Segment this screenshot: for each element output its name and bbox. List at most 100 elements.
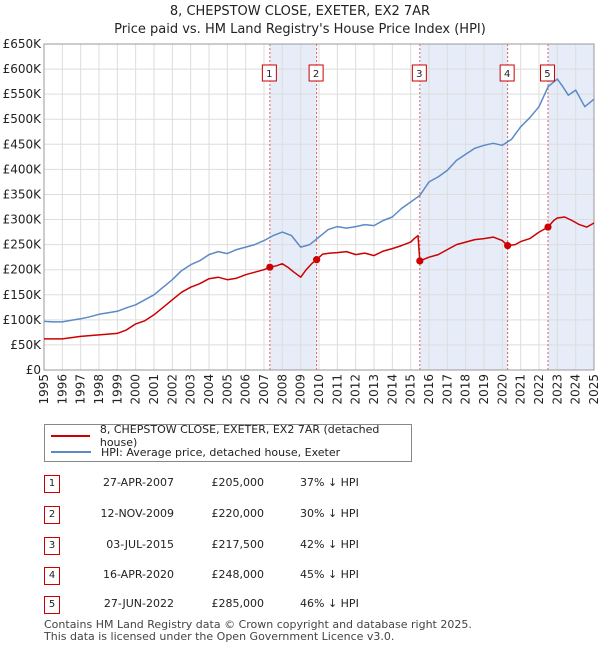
sale-label-number: 3 bbox=[416, 69, 422, 80]
y-tick-label: £400K bbox=[3, 162, 43, 176]
footer: Contains HM Land Registry data © Crown c… bbox=[44, 619, 472, 643]
x-tick-label: 2018 bbox=[459, 374, 473, 405]
x-tick-label: 2000 bbox=[129, 374, 143, 405]
sale-label-number: 2 bbox=[313, 69, 319, 80]
transaction-marker: 4 bbox=[44, 567, 60, 585]
transaction-hpi-diff: 37% ↓ HPI bbox=[300, 476, 359, 489]
y-tick-label: £450K bbox=[3, 137, 43, 151]
y-tick-label: £50K bbox=[10, 338, 42, 352]
y-tick-label: £350K bbox=[3, 187, 43, 201]
y-tick-label: £600K bbox=[3, 62, 43, 76]
x-tick-label: 2011 bbox=[330, 374, 344, 405]
transaction-hpi-diff: 45% ↓ HPI bbox=[300, 568, 359, 581]
x-tick-label: 2022 bbox=[532, 374, 546, 405]
x-tick-label: 2002 bbox=[165, 374, 179, 405]
sale-label-number: 5 bbox=[544, 69, 550, 80]
x-tick-label: 1996 bbox=[55, 374, 69, 405]
x-tick-label: 2013 bbox=[367, 374, 381, 405]
sale-point bbox=[266, 263, 274, 271]
transaction-price: £217,500 bbox=[211, 538, 265, 551]
y-tick-label: £250K bbox=[3, 238, 43, 252]
sale-label-box bbox=[499, 64, 515, 82]
transaction-price: £285,000 bbox=[211, 597, 265, 610]
y-tick-label: £550K bbox=[3, 87, 43, 101]
x-tick-label: 2014 bbox=[385, 374, 399, 405]
shaded-span bbox=[547, 44, 594, 370]
hpi-line bbox=[43, 78, 595, 323]
x-tick-label: 2009 bbox=[294, 374, 308, 405]
shaded-span bbox=[269, 44, 317, 370]
x-tick-label: 2012 bbox=[349, 374, 363, 405]
sale-point bbox=[313, 256, 321, 264]
y-tick-label: £150K bbox=[3, 288, 43, 302]
transaction-hpi-diff: 42% ↓ HPI bbox=[300, 538, 359, 551]
legend-item-hpi: HPI: Average price, detached house, Exet… bbox=[51, 444, 340, 460]
transaction-marker: 5 bbox=[44, 596, 60, 614]
transaction-row: 1 27-APR-2007 £205,000 37% ↓ HPI bbox=[44, 475, 464, 493]
x-tick-label: 2020 bbox=[495, 374, 509, 405]
price-chart: £0 £50K £100K £150K £200K £250K £300K £350K £400… bbox=[3, 37, 600, 405]
y-tick-label: £300K bbox=[3, 213, 43, 227]
y-tick-label: £100K bbox=[3, 313, 43, 327]
sale-point bbox=[416, 257, 424, 265]
legend-hpi-swatch bbox=[51, 451, 91, 453]
x-tick-label: 2019 bbox=[477, 374, 491, 405]
sale-point bbox=[504, 242, 512, 250]
transaction-marker: 2 bbox=[44, 506, 60, 524]
sale-point bbox=[544, 223, 552, 231]
x-tick-label: 2017 bbox=[440, 374, 454, 405]
transaction-date: 03-JUL-2015 bbox=[106, 538, 174, 551]
sale-label-box bbox=[539, 64, 555, 82]
x-tick-label: 1997 bbox=[74, 374, 88, 405]
transaction-price: £205,000 bbox=[211, 476, 265, 489]
x-tick-label: 1995 bbox=[37, 374, 51, 405]
transaction-row: 5 27-JUN-2022 £285,000 46% ↓ HPI bbox=[44, 596, 464, 614]
footer-copyright: Contains HM Land Registry data © Crown c… bbox=[44, 618, 472, 631]
transaction-date: 16-APR-2020 bbox=[102, 568, 174, 581]
chart-subtitle: Price paid vs. HM Land Registry's House … bbox=[114, 22, 486, 37]
x-tick-label: 2006 bbox=[239, 374, 253, 405]
transaction-date: 27-APR-2007 bbox=[102, 476, 174, 489]
x-tick-label: 2016 bbox=[422, 374, 436, 405]
transaction-marker: 3 bbox=[44, 537, 60, 555]
transaction-price: £248,000 bbox=[211, 568, 265, 581]
sale-label-number: 1 bbox=[266, 69, 272, 80]
x-tick-label: 2021 bbox=[514, 374, 528, 405]
property-price-line bbox=[44, 216, 595, 340]
shaded-span bbox=[419, 44, 508, 370]
x-tick-label: 2023 bbox=[550, 374, 564, 405]
transaction-row: 2 12-NOV-2009 £220,000 30% ↓ HPI bbox=[44, 506, 464, 524]
x-tick-label: 1998 bbox=[92, 374, 106, 405]
x-tick-label: 2005 bbox=[220, 374, 234, 405]
footer-licence: This data is licensed under the Open Gov… bbox=[44, 630, 395, 643]
transaction-marker: 1 bbox=[44, 475, 60, 493]
y-tick-label: £500K bbox=[3, 112, 43, 126]
plot-frame bbox=[43, 43, 595, 371]
sale-label-box bbox=[411, 64, 427, 82]
x-tick-label: 2004 bbox=[202, 374, 216, 405]
transaction-row: 3 03-JUL-2015 £217,500 42% ↓ HPI bbox=[44, 537, 464, 555]
legend-item-property: 8, CHEPSTOW CLOSE, EXETER, EX2 7AR (deta… bbox=[51, 423, 411, 449]
x-tick-label: 2008 bbox=[275, 374, 289, 405]
y-tick-label: £650K bbox=[3, 37, 43, 51]
sale-label-box bbox=[308, 64, 324, 82]
x-tick-label: 2003 bbox=[184, 374, 198, 405]
transaction-hpi-diff: 46% ↓ HPI bbox=[300, 597, 359, 610]
x-tick-label: 2010 bbox=[312, 374, 326, 405]
legend-property-swatch bbox=[51, 435, 90, 437]
x-tick-label: 2025 bbox=[587, 374, 600, 405]
transaction-date: 12-NOV-2009 bbox=[100, 507, 174, 520]
x-tick-label: 2007 bbox=[257, 374, 271, 405]
y-tick-label: £0 bbox=[26, 363, 41, 377]
x-tick-label: 1999 bbox=[110, 374, 124, 405]
transaction-hpi-diff: 30% ↓ HPI bbox=[300, 507, 359, 520]
legend-hpi-label: HPI: Average price, detached house, Exet… bbox=[101, 445, 341, 459]
sale-label-number: 4 bbox=[504, 69, 510, 80]
x-tick-label: 2024 bbox=[569, 374, 583, 405]
y-tick-label: £200K bbox=[3, 263, 43, 277]
transaction-date: 27-JUN-2022 bbox=[103, 597, 174, 610]
sale-label-box bbox=[261, 64, 277, 82]
legend: 8, CHEPSTOW CLOSE, EXETER, EX2 7AR (deta… bbox=[44, 423, 412, 462]
transaction-row: 4 16-APR-2020 £248,000 45% ↓ HPI bbox=[44, 567, 464, 585]
transaction-price: £220,000 bbox=[211, 507, 265, 520]
